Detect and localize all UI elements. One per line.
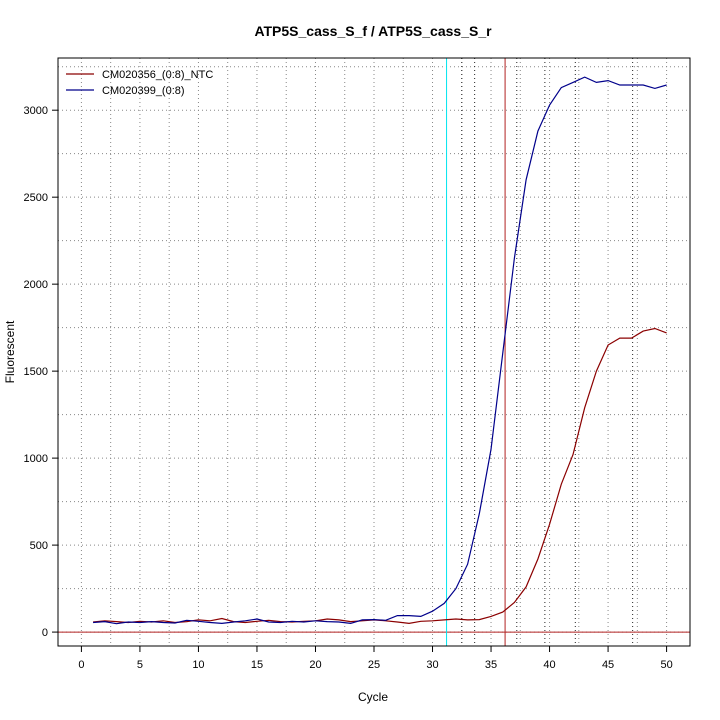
x-tick-label: 15 <box>251 659 263 671</box>
legend-label-2: CM020399_(0:8) <box>102 85 185 97</box>
y-tick-label: 2500 <box>24 192 48 204</box>
chart-title: ATP5S_cass_S_f / ATP5S_cass_S_r <box>254 23 492 39</box>
gridlines <box>58 58 690 646</box>
x-tick-label: 10 <box>192 659 204 671</box>
x-axis-label: Cycle <box>358 690 388 704</box>
legend-label-1: CM020356_(0:8)_NTC <box>102 69 213 81</box>
y-tick-label: 2000 <box>24 279 48 291</box>
y-tick-label: 1000 <box>24 453 48 465</box>
x-tick-label: 40 <box>543 659 555 671</box>
x-axis: 0 5 10 15 20 25 30 35 40 45 50 <box>78 646 673 671</box>
y-tick-label: 1500 <box>24 366 48 378</box>
threshold-lines <box>58 58 690 646</box>
y-tick-label: 3000 <box>24 105 48 117</box>
x-tick-label: 30 <box>426 659 438 671</box>
series-line-2 <box>93 76 667 625</box>
x-tick-label: 50 <box>660 659 672 671</box>
series-lines <box>93 76 667 625</box>
legend: CM020356_(0:8)_NTC CM020399_(0:8) <box>66 69 213 97</box>
x-tick-label: 35 <box>485 659 497 671</box>
y-axis: 0 500 1000 1500 2000 2500 3000 <box>24 105 58 639</box>
y-tick-label: 500 <box>30 540 48 552</box>
y-tick-label: 0 <box>42 627 48 639</box>
x-tick-label: 5 <box>137 659 143 671</box>
x-tick-label: 45 <box>602 659 614 671</box>
x-tick-label: 25 <box>368 659 380 671</box>
x-tick-label: 0 <box>78 659 84 671</box>
y-axis-label: Fluorescent <box>3 320 17 383</box>
x-tick-label: 20 <box>309 659 321 671</box>
